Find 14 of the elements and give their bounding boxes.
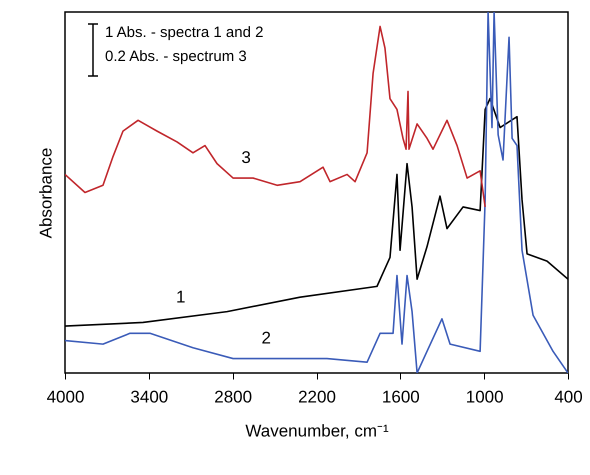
x-tick-label: 3400 [130,388,168,406]
x-tick-label: 400 [554,388,583,406]
x-tick-label: 1000 [466,388,504,406]
x-tick-label: 1600 [382,388,420,406]
series-label: 2 [261,328,271,348]
x-axis-title: Wavenumber, cm⁻¹ [245,422,389,440]
x-tick-label: 2200 [298,388,336,406]
series-label: 1 [176,288,186,307]
series-label: 3 [241,148,251,168]
annotation: 1 Abs. - spectra 1 and 2 [105,24,264,41]
x-tick-label: 4000 [46,388,84,406]
y-axis-title: Absorbance [36,148,56,238]
annotation: 0.2 Abs. - spectrum 3 [105,48,247,65]
x-tick-label: 2800 [214,388,252,406]
